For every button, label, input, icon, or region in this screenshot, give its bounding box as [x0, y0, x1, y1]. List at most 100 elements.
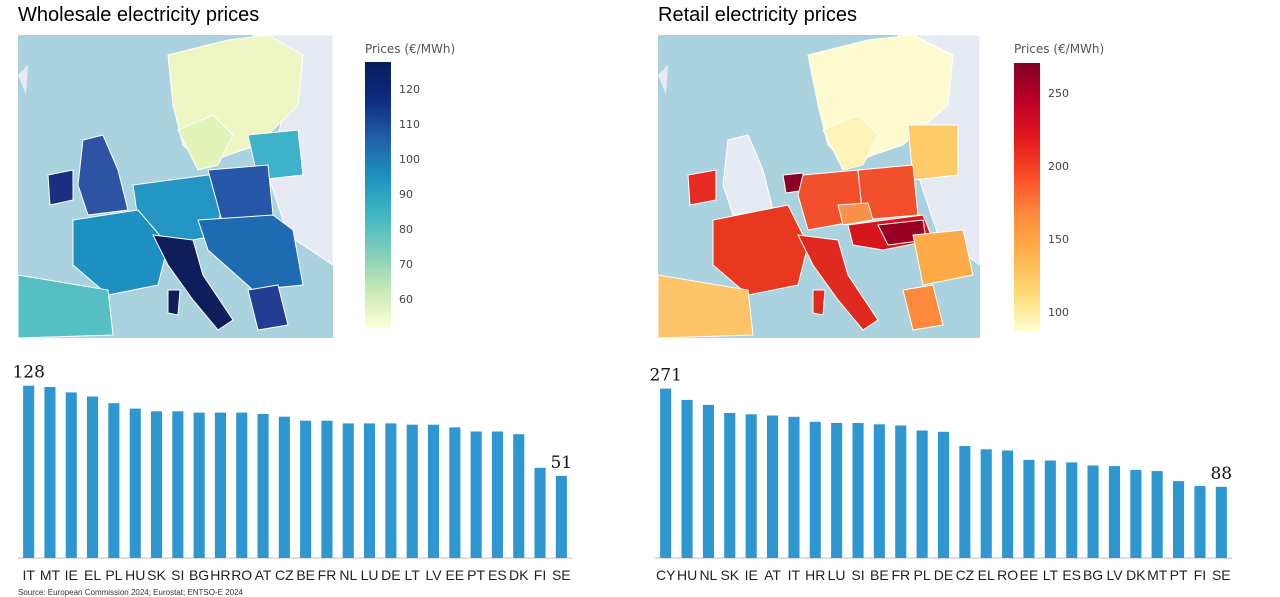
x-tick-label: SI [171, 567, 184, 583]
x-tick-label: HU [677, 567, 697, 583]
colorbar-tick-label: 200 [1048, 159, 1069, 173]
bar-fi [534, 467, 546, 558]
bar-bg [1087, 465, 1099, 558]
wholesale-map [18, 35, 333, 338]
bar-cz [278, 416, 290, 558]
bar-fr [321, 420, 333, 558]
x-tick-label: RO [231, 567, 252, 583]
x-tick-label: EL [978, 567, 995, 583]
x-tick-label: BE [870, 567, 889, 583]
bar-mt [1151, 471, 1163, 558]
bar-si [852, 423, 864, 558]
bar-pl [916, 430, 928, 558]
bar-hu [129, 408, 141, 558]
colorbar-tick-label: 110 [399, 118, 420, 131]
x-tick-label: LV [1106, 567, 1123, 583]
wholesale-map-shapes [18, 35, 333, 338]
retail-map [658, 35, 980, 338]
x-tick-label: FI [534, 567, 546, 583]
bar-si [172, 411, 184, 558]
bar-be [300, 420, 312, 558]
x-tick-label: PL [914, 567, 931, 583]
x-tick-label: LU [828, 567, 846, 583]
wholesale-colorbar [365, 62, 391, 328]
x-tick-label: BG [1083, 567, 1103, 583]
bar-se [555, 475, 567, 558]
x-tick-label: FR [891, 567, 910, 583]
source-note: Source: European Commission 2024; Eurost… [18, 588, 243, 597]
bar-ee [1023, 459, 1035, 558]
x-tick-label: SE [552, 567, 571, 583]
x-tick-label: IE [745, 567, 758, 583]
x-tick-label: BE [296, 567, 315, 583]
x-tick-label: EE [445, 567, 464, 583]
x-tick-label: IT [22, 567, 35, 583]
bar-nl [342, 423, 354, 558]
bar-lt [1044, 460, 1056, 558]
wholesale-title: Wholesale electricity prices [18, 4, 260, 26]
wholesale-legend-title: Prices (€/MWh) [365, 42, 456, 56]
bar-de [937, 431, 949, 559]
bar-dk [513, 434, 525, 558]
bar-ro [1002, 450, 1014, 558]
x-tick-label: CZ [275, 567, 294, 583]
x-tick-label: EL [84, 567, 101, 583]
bar-fi [1194, 486, 1206, 558]
retail-map-shapes [658, 35, 980, 338]
x-tick-label: CZ [956, 567, 975, 583]
x-tick-label: MT [40, 567, 61, 583]
bar-sk [151, 411, 163, 558]
bar-pt [1173, 481, 1185, 558]
bar-de [385, 423, 397, 558]
x-tick-label: DK [1126, 567, 1146, 583]
bar-ro [236, 412, 248, 558]
bar-lu [831, 423, 843, 558]
x-tick-label: HR [805, 567, 825, 583]
x-tick-label: AT [764, 567, 781, 583]
x-tick-label: BG [189, 567, 209, 583]
x-tick-label: HR [210, 567, 230, 583]
colorbar-tick-label: 60 [399, 293, 413, 306]
x-tick-label: RO [997, 567, 1018, 583]
bar-lv [1108, 466, 1120, 558]
x-tick-label: NL [339, 567, 357, 583]
bar-cz [959, 446, 971, 558]
x-tick-label: IT [788, 567, 801, 583]
x-tick-label: NL [699, 567, 717, 583]
x-tick-label: EE [1020, 567, 1039, 583]
x-tick-label: FR [318, 567, 337, 583]
x-tick-label: SE [1212, 567, 1231, 583]
data-label-se: 51 [550, 453, 572, 473]
colorbar-tick-label: 100 [399, 153, 420, 166]
x-tick-label: DK [509, 567, 529, 583]
colorbar-tick-label: 100 [1048, 306, 1069, 320]
retail-legend-title: Prices (€/MWh) [1014, 42, 1105, 56]
x-tick-label: DE [934, 567, 953, 583]
bar-pt [470, 431, 482, 558]
x-tick-label: PT [1170, 567, 1188, 583]
x-tick-label: SK [720, 567, 739, 583]
bar-mt [44, 387, 56, 558]
x-tick-label: LU [361, 567, 379, 583]
bar-lt [406, 424, 418, 558]
data-label-it: 128 [12, 363, 44, 383]
bar-es [1066, 462, 1078, 558]
x-tick-label: IE [65, 567, 78, 583]
bar-be [873, 424, 885, 559]
x-tick-label: HU [125, 567, 145, 583]
colorbar-tick-label: 250 [1048, 86, 1069, 100]
bar-ie [745, 414, 757, 559]
colorbar-tick-label: 70 [399, 258, 413, 271]
bar-hu [681, 399, 693, 558]
retail-colorbar [1014, 63, 1040, 331]
x-tick-label: SK [147, 567, 166, 583]
bar-fr [895, 425, 907, 558]
x-tick-label: ES [1062, 567, 1081, 583]
bar-it [788, 416, 800, 559]
bar-el [980, 449, 992, 559]
bar-lv [428, 424, 440, 558]
bar-se [1215, 486, 1227, 559]
colorbar-tick-label: 80 [399, 223, 413, 236]
bar-pl [108, 403, 120, 558]
